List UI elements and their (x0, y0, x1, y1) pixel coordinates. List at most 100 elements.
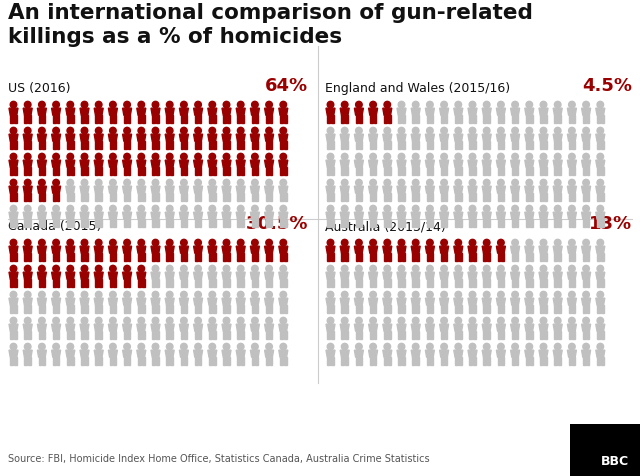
Bar (57, 331, 60, 338)
Circle shape (209, 127, 216, 134)
Bar (356, 141, 358, 149)
Bar (67, 357, 70, 365)
Polygon shape (165, 298, 174, 305)
Bar (81, 305, 84, 313)
Bar (540, 305, 543, 313)
Polygon shape (511, 186, 520, 193)
Circle shape (597, 101, 604, 108)
Bar (512, 331, 515, 338)
Polygon shape (23, 324, 32, 331)
Circle shape (195, 179, 202, 186)
Bar (502, 331, 504, 338)
Circle shape (441, 239, 447, 246)
Polygon shape (582, 212, 591, 219)
Bar (57, 193, 60, 200)
Polygon shape (123, 134, 132, 141)
Polygon shape (468, 324, 477, 331)
Bar (38, 141, 42, 149)
Bar (95, 167, 98, 175)
Circle shape (138, 101, 145, 108)
Circle shape (583, 343, 589, 350)
Circle shape (67, 127, 74, 134)
Bar (28, 279, 31, 287)
Bar (109, 193, 113, 200)
Bar (554, 115, 557, 122)
Circle shape (138, 205, 145, 212)
Bar (512, 253, 515, 260)
Bar (10, 219, 13, 227)
Polygon shape (596, 272, 605, 279)
Bar (198, 253, 202, 260)
Polygon shape (454, 350, 463, 357)
Polygon shape (236, 212, 245, 219)
Circle shape (24, 239, 31, 246)
Bar (587, 253, 589, 260)
Bar (195, 357, 198, 365)
Bar (52, 253, 56, 260)
Circle shape (341, 317, 348, 324)
Bar (597, 279, 600, 287)
Bar (166, 279, 169, 287)
Bar (71, 167, 74, 175)
Circle shape (38, 153, 45, 160)
Bar (554, 357, 557, 365)
Bar (568, 167, 572, 175)
Bar (502, 115, 504, 122)
Circle shape (10, 127, 17, 134)
Circle shape (152, 291, 159, 298)
Bar (360, 305, 362, 313)
Bar (402, 331, 405, 338)
Polygon shape (511, 160, 520, 167)
Bar (540, 115, 543, 122)
Polygon shape (369, 186, 378, 193)
Polygon shape (369, 246, 378, 253)
Bar (558, 279, 561, 287)
Bar (124, 193, 127, 200)
Bar (568, 193, 572, 200)
Bar (572, 193, 575, 200)
Bar (597, 219, 600, 227)
Bar (441, 115, 444, 122)
Bar (473, 141, 476, 149)
Bar (284, 167, 287, 175)
Bar (370, 331, 372, 338)
Polygon shape (208, 298, 217, 305)
Text: Australia (2013/14): Australia (2013/14) (325, 220, 445, 233)
Circle shape (597, 153, 604, 160)
Polygon shape (539, 108, 548, 115)
Circle shape (512, 127, 518, 134)
Bar (516, 167, 518, 175)
Bar (441, 167, 444, 175)
Bar (587, 331, 589, 338)
Polygon shape (326, 272, 335, 279)
Bar (237, 279, 240, 287)
Bar (459, 193, 461, 200)
Bar (209, 331, 212, 338)
Polygon shape (440, 212, 449, 219)
Circle shape (195, 291, 202, 298)
Polygon shape (264, 186, 274, 193)
Polygon shape (525, 272, 534, 279)
Text: BBC: BBC (601, 455, 629, 468)
Polygon shape (37, 160, 47, 167)
Circle shape (195, 343, 202, 350)
Bar (57, 167, 60, 175)
Circle shape (152, 101, 159, 108)
Bar (269, 219, 273, 227)
Bar (544, 115, 547, 122)
Polygon shape (326, 246, 335, 253)
Circle shape (81, 127, 88, 134)
Bar (587, 167, 589, 175)
Circle shape (356, 127, 362, 134)
Bar (572, 305, 575, 313)
Bar (198, 305, 202, 313)
Circle shape (441, 153, 447, 160)
Bar (10, 279, 13, 287)
Polygon shape (568, 350, 577, 357)
Circle shape (237, 179, 244, 186)
Bar (198, 279, 202, 287)
Bar (469, 167, 472, 175)
Circle shape (327, 343, 334, 350)
Polygon shape (52, 350, 61, 357)
Bar (473, 219, 476, 227)
